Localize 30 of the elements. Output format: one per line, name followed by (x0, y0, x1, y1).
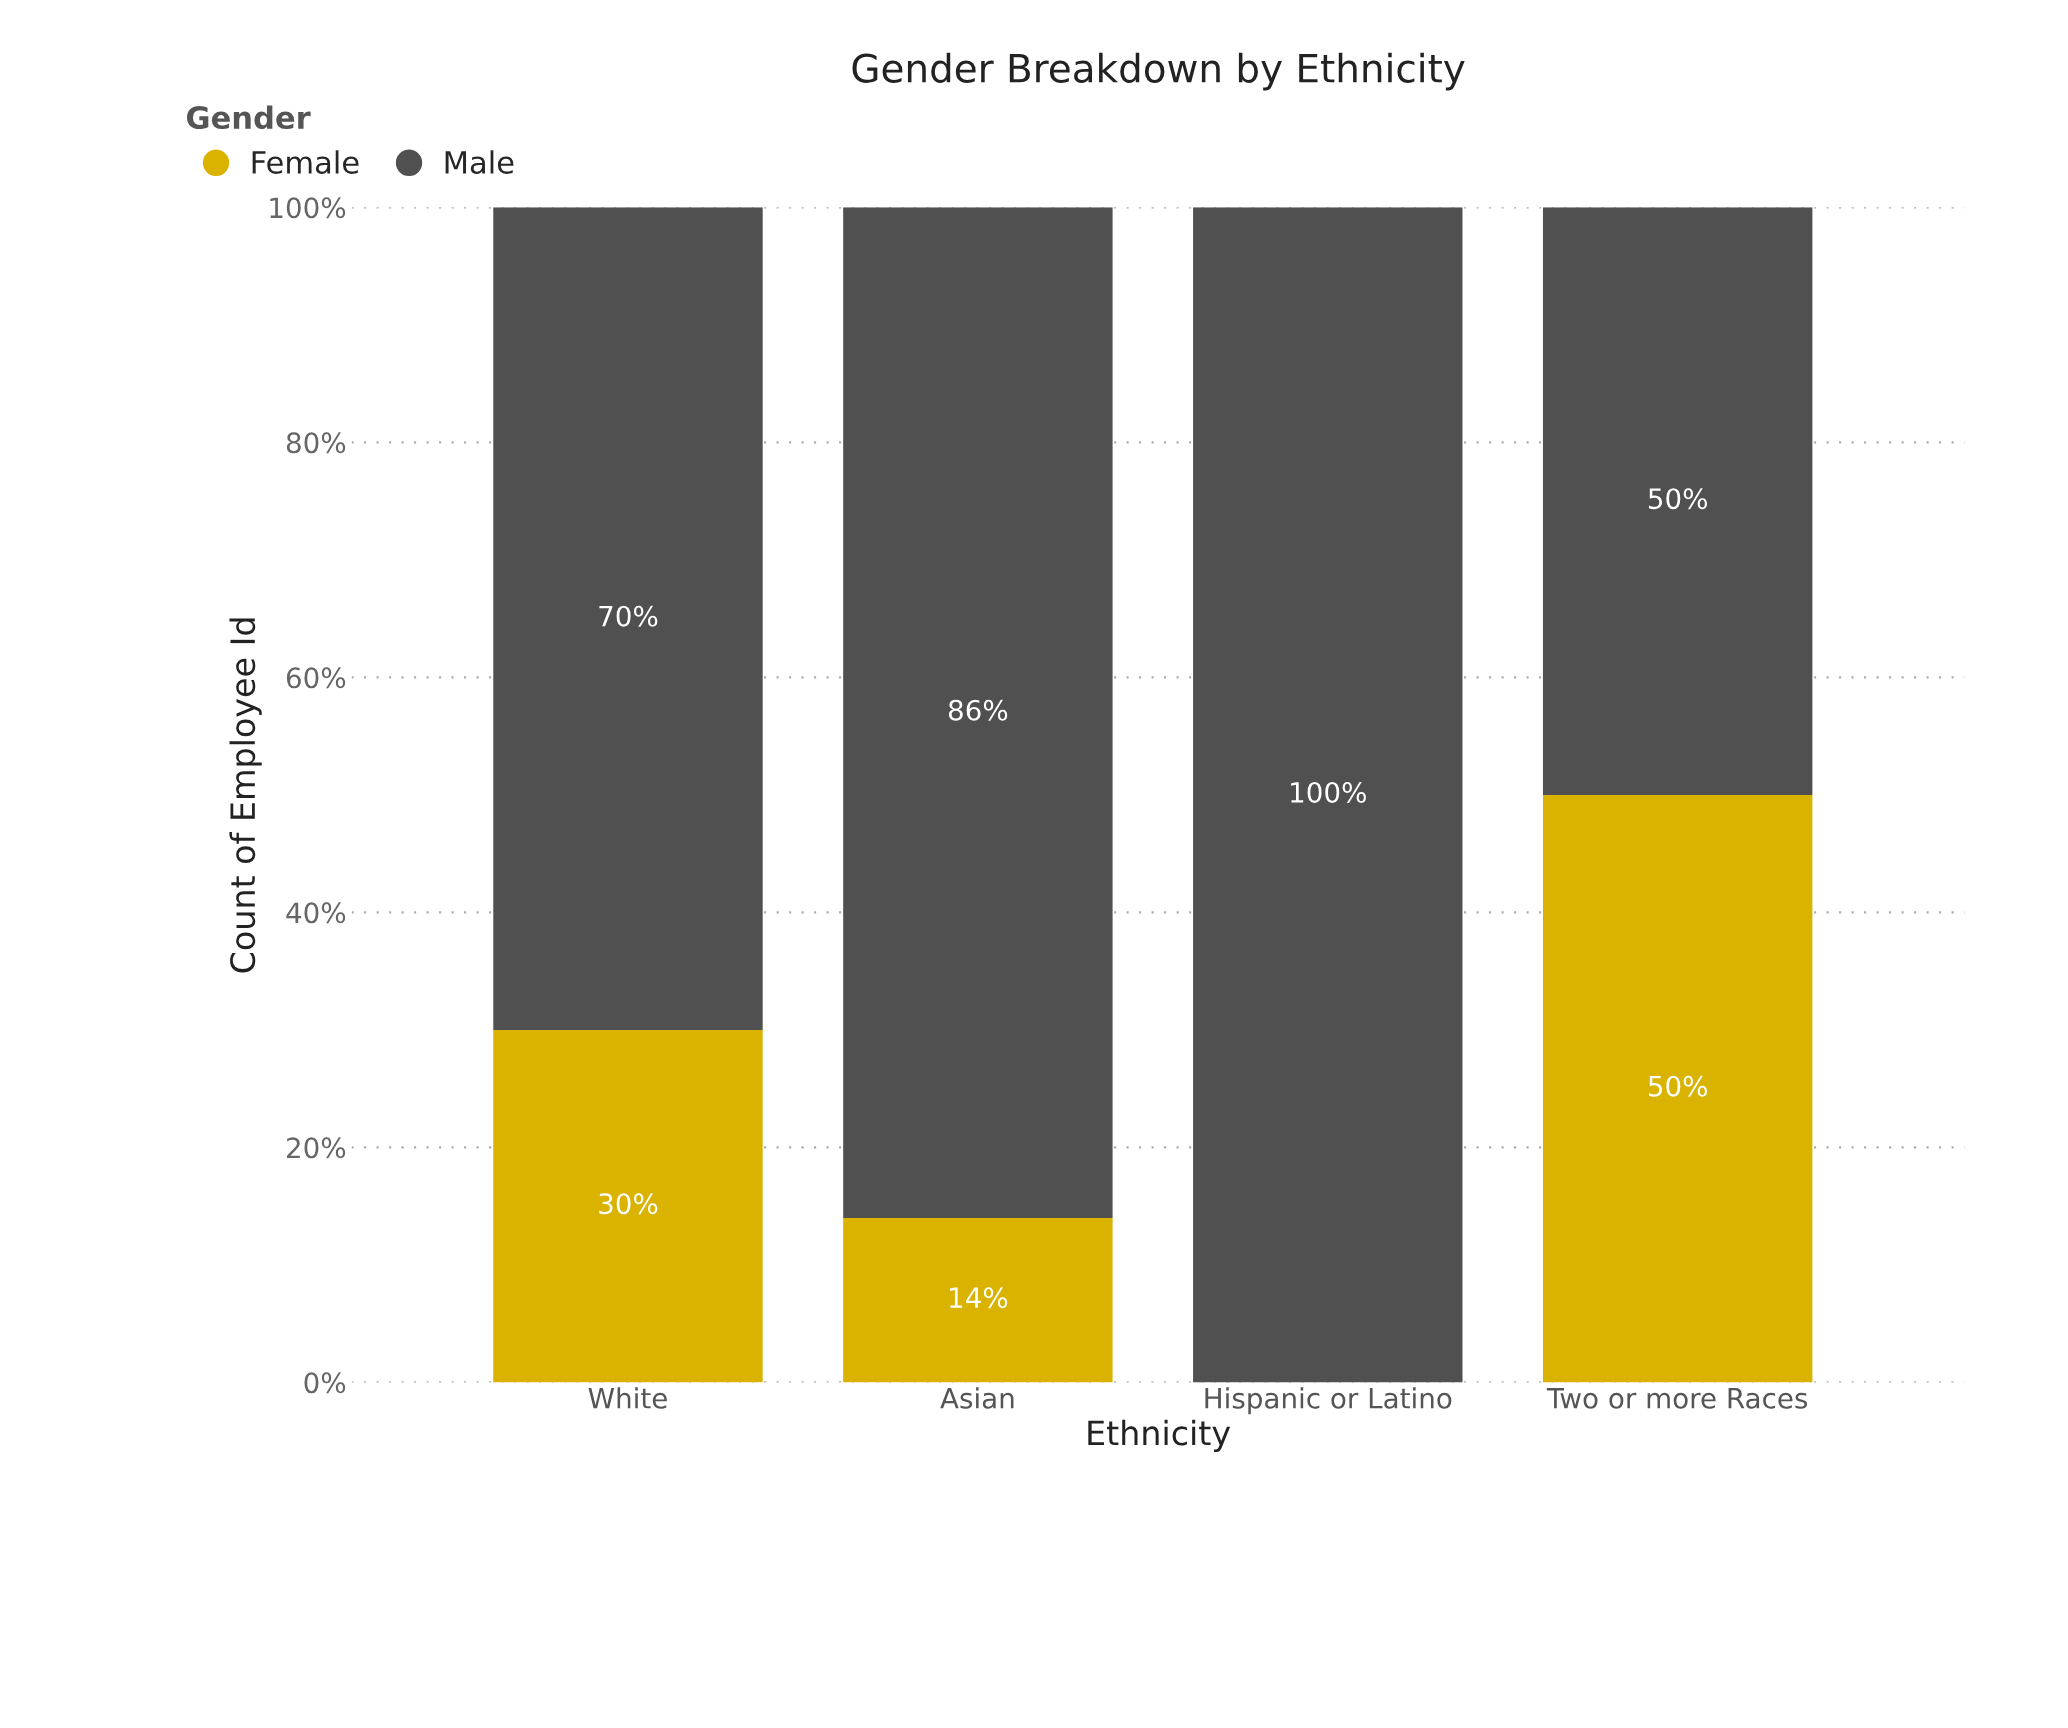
data-label: 86% (948, 699, 1008, 721)
data-label: 50% (1648, 488, 1708, 510)
x-tick-label: Two or more Races (1546, 1388, 1808, 1409)
data-label: 50% (1648, 1075, 1708, 1097)
bar (1193, 207, 1463, 1383)
legend-label: Female (252, 150, 359, 174)
y-axis-title: Count of Employee Id (229, 618, 262, 973)
y-tick-label: 100% (270, 197, 346, 219)
y-tick-label: 40% (286, 902, 346, 924)
data-label: 30% (599, 1193, 658, 1215)
bar (843, 207, 1113, 1218)
bar (493, 1029, 763, 1383)
legend-label: Male (445, 150, 514, 174)
data-label: 100% (1291, 781, 1366, 803)
legend-title: Gender (187, 105, 311, 130)
x-tick-label: Asian (940, 1387, 1014, 1409)
bar (843, 1217, 1113, 1383)
data-label: 14% (950, 1287, 1008, 1309)
bar (1542, 207, 1813, 795)
y-tick-label: 60% (286, 667, 346, 689)
y-tick-label: 20% (286, 1137, 346, 1159)
bar (493, 207, 763, 1030)
bar (1542, 794, 1813, 1383)
chart-title: Gender Breakdown by Ethnicity (852, 52, 1465, 91)
x-axis-title: Ethnicity (1088, 1419, 1231, 1452)
y-tick-label: 0% (304, 1372, 346, 1394)
x-tick-label: Hispanic or Latino (1205, 1387, 1452, 1415)
y-tick-label: 80% (286, 432, 346, 454)
data-label: 70% (599, 605, 658, 627)
x-tick-label: White (588, 1387, 667, 1409)
